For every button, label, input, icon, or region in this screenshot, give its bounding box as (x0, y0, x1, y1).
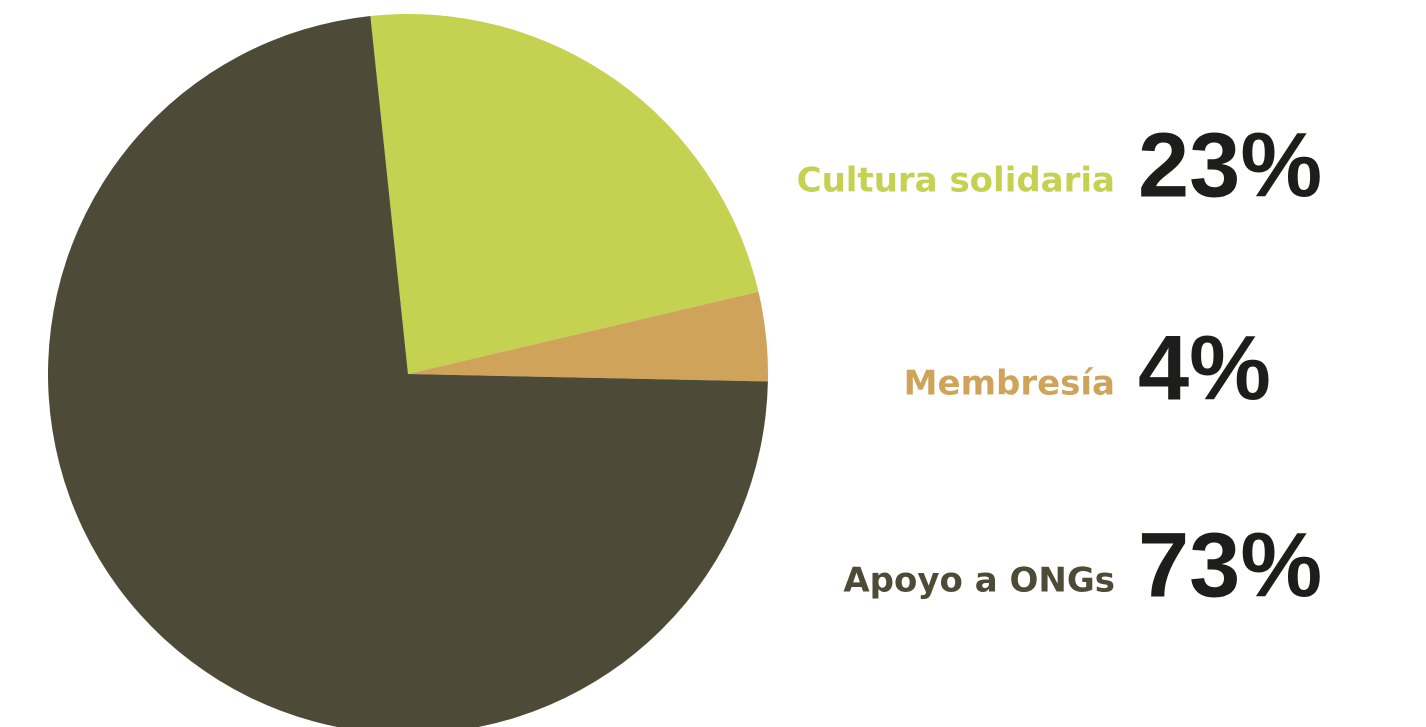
value-label: 4% (1138, 317, 1271, 419)
legend-label: Apoyo a ONGs (843, 561, 1115, 601)
value-label: 73% (1138, 514, 1322, 616)
pie-slice (370, 13, 759, 374)
legend-label: Membresía (904, 364, 1115, 404)
legend-label: Cultura solidaria (797, 161, 1115, 201)
pie-slice (408, 291, 768, 382)
value-label: 23% (1138, 114, 1322, 216)
pie-slice (48, 15, 768, 727)
